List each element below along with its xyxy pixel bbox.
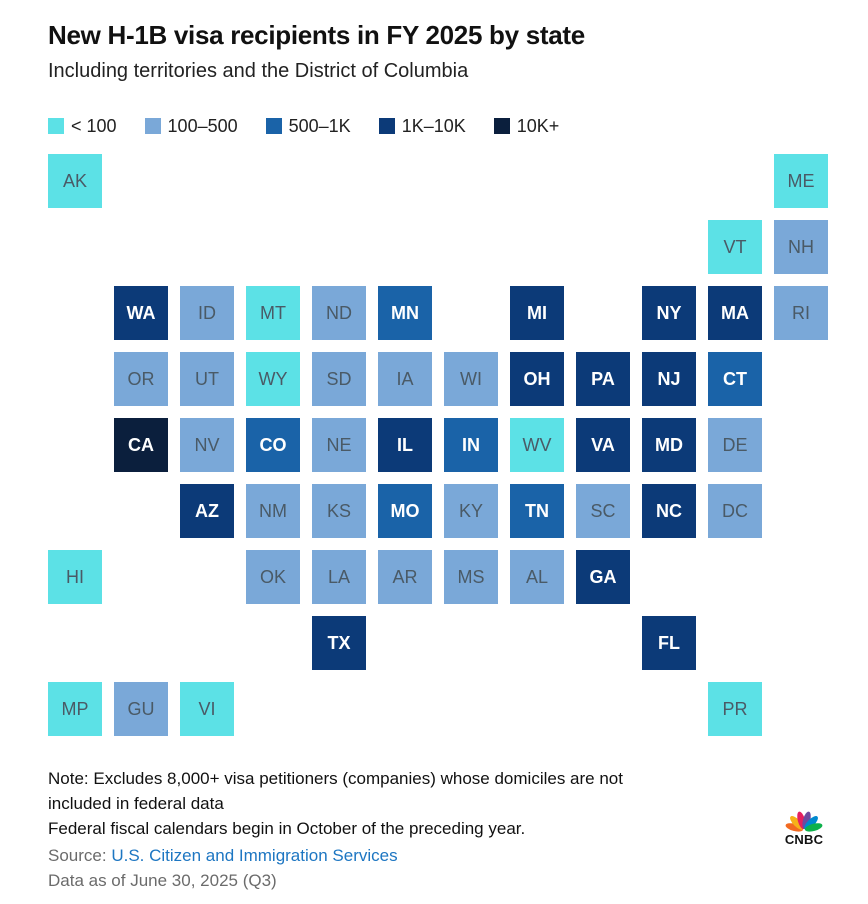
state-tile-nd: ND <box>312 286 366 340</box>
chart-title: New H-1B visa recipients in FY 2025 by s… <box>48 20 585 50</box>
legend-swatch <box>493 118 510 134</box>
state-tile-co: CO <box>246 418 300 472</box>
legend-item: < 100 <box>48 116 117 137</box>
state-tile-pr: PR <box>708 682 762 736</box>
state-tile-mn: MN <box>378 286 432 340</box>
state-tile-ar: AR <box>378 550 432 604</box>
state-tile-il: IL <box>378 418 432 472</box>
source-line: Source: U.S. Citizen and Immigration Ser… <box>48 846 398 866</box>
legend-item: 1K–10K <box>378 115 466 137</box>
legend-label: 10K+ <box>516 115 560 136</box>
state-tile-ca: CA <box>114 418 168 472</box>
state-tile-ut: UT <box>180 352 234 406</box>
state-tile-ga: GA <box>576 550 630 604</box>
state-tile-tx: TX <box>312 616 366 670</box>
state-tile-wi: WI <box>444 352 498 406</box>
state-tile-va: VA <box>576 418 630 472</box>
state-tile-tn: TN <box>510 484 564 538</box>
state-tile-wv: WV <box>510 418 564 472</box>
legend-label: < 100 <box>71 115 117 136</box>
state-tile-dc: DC <box>708 484 762 538</box>
legend-swatch <box>144 118 161 134</box>
state-tile-ky: KY <box>444 484 498 538</box>
state-tile-md: MD <box>642 418 696 472</box>
state-tile-pa: PA <box>576 352 630 406</box>
state-tile-id: ID <box>180 286 234 340</box>
state-tile-ok: OK <box>246 550 300 604</box>
state-tile-fl: FL <box>642 616 696 670</box>
legend-item: 500–1K <box>265 115 351 137</box>
state-tile-mt: MT <box>246 286 300 340</box>
legend-swatch <box>48 118 64 134</box>
state-tile-nm: NM <box>246 484 300 538</box>
state-tile-la: LA <box>312 550 366 604</box>
state-tile-mo: MO <box>378 484 432 538</box>
state-tile-nc: NC <box>642 484 696 538</box>
tile-grid-map: AK ME VT NH WA ID MT ND MN MI NY MA RI OR UT WY SD IA WI OH… <box>48 154 828 736</box>
state-tile-vt: VT <box>708 220 762 274</box>
state-tile-ri: RI <box>774 286 828 340</box>
legend-item: 100–500 <box>144 115 238 137</box>
cnbc-peacock-logo <box>785 811 823 832</box>
legend-item: 10K+ <box>493 115 560 137</box>
state-tile-or: OR <box>114 352 168 406</box>
state-tile-ks: KS <box>312 484 366 538</box>
state-tile-nj: NJ <box>642 352 696 406</box>
state-tile-mi: MI <box>510 286 564 340</box>
cnbc-logo-text: CNBC <box>784 832 824 847</box>
state-tile-mp: MP <box>48 682 102 736</box>
state-tile-gu: GU <box>114 682 168 736</box>
state-tile-vi: VI <box>180 682 234 736</box>
legend-swatch <box>378 118 395 134</box>
legend-swatch <box>265 118 282 134</box>
data-as-of: Data as of June 30, 2025 (Q3) <box>48 871 277 890</box>
state-tile-wy: WY <box>246 352 300 406</box>
state-tile-sd: SD <box>312 352 366 406</box>
state-tile-oh: OH <box>510 352 564 406</box>
state-tile-ak: AK <box>48 154 102 208</box>
state-tile-hi: HI <box>48 550 102 604</box>
state-tile-al: AL <box>510 550 564 604</box>
state-tile-ne: NE <box>312 418 366 472</box>
legend-label: 500–1K <box>288 115 351 136</box>
chart-subtitle: Including territories and the District o… <box>48 60 469 82</box>
note-line: Note: Excludes 8,000+ visa petitioners (… <box>48 769 623 788</box>
state-tile-me: ME <box>774 154 828 208</box>
state-tile-sc: SC <box>576 484 630 538</box>
source-link[interactable]: U.S. Citizen and Immigration Services <box>111 846 398 865</box>
state-tile-ia: IA <box>378 352 432 406</box>
state-tile-de: DE <box>708 418 762 472</box>
state-tile-ct: CT <box>708 352 762 406</box>
state-tile-ms: MS <box>444 550 498 604</box>
note-line: included in federal data <box>48 794 224 813</box>
note-line: Federal fiscal calendars begin in Octobe… <box>48 819 526 838</box>
state-tile-in: IN <box>444 418 498 472</box>
state-tile-ma: MA <box>708 286 762 340</box>
state-tile-ny: NY <box>642 286 696 340</box>
legend: < 100 100–500 500–1K 1K–10K 10K+ <box>48 114 587 138</box>
state-tile-wa: WA <box>114 286 168 340</box>
state-tile-az: AZ <box>180 484 234 538</box>
legend-label: 100–500 <box>167 115 238 136</box>
legend-label: 1K–10K <box>401 115 466 136</box>
state-tile-nh: NH <box>774 220 828 274</box>
state-tile-nv: NV <box>180 418 234 472</box>
source-prefix: Source: <box>48 846 112 865</box>
